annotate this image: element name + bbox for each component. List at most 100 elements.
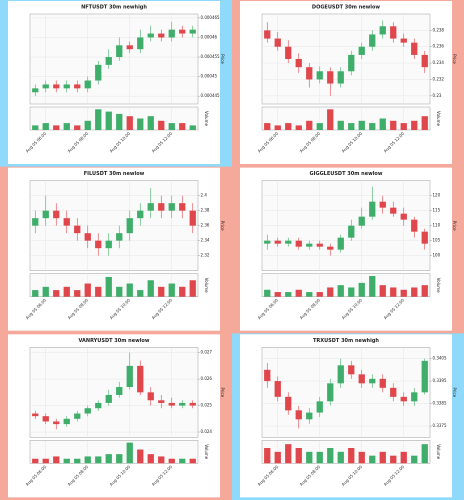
volume-bar xyxy=(411,120,418,130)
volume-bar xyxy=(348,448,355,464)
volume-bar xyxy=(168,458,175,464)
candle-body xyxy=(189,210,196,226)
volume-bar xyxy=(105,276,112,297)
candle-body xyxy=(53,421,60,425)
y-tick-label: 2.4 xyxy=(201,193,208,198)
candle-body xyxy=(327,383,334,402)
chart-title: VANRYUSDT 30m newlow xyxy=(79,338,150,344)
y-tick-label: 0.026 xyxy=(201,376,213,381)
candle-body xyxy=(390,26,397,39)
volume-bar xyxy=(306,292,313,297)
volume-bar xyxy=(189,280,196,297)
volume-bar xyxy=(63,286,70,297)
volume-bar xyxy=(105,454,112,464)
candle-body xyxy=(379,201,386,208)
candle-body xyxy=(42,84,49,89)
y-tick-label: 115 xyxy=(433,208,441,213)
candle-body xyxy=(358,46,365,55)
volume-axis-label: Volume xyxy=(436,444,441,459)
candle-body xyxy=(63,84,70,89)
volume-bar xyxy=(306,451,313,464)
candle-body xyxy=(411,392,418,402)
candle-body xyxy=(126,218,133,234)
volume-bar xyxy=(337,285,344,297)
candle-body xyxy=(274,381,281,397)
volume-bar xyxy=(264,448,271,464)
candle-body xyxy=(411,42,418,55)
volume-bar xyxy=(400,123,407,130)
y-tick-label: 100 xyxy=(433,253,441,258)
volume-bar xyxy=(158,286,165,297)
candle-body xyxy=(105,240,112,249)
y-tick-label: 110 xyxy=(433,223,441,228)
volume-bar xyxy=(369,275,376,297)
candle-body xyxy=(179,402,186,406)
y-tick-label: 0.00045 xyxy=(201,74,218,79)
candle-body xyxy=(337,237,344,250)
y-axis-label: Price xyxy=(220,387,225,397)
y-tick-label: 0.3395 xyxy=(433,378,447,383)
chart-title: DOGEUSDT 30m newlow xyxy=(312,5,381,11)
candle-body xyxy=(400,396,407,402)
y-axis-label: Price xyxy=(452,221,457,231)
volume-bar xyxy=(116,286,123,297)
y-axis-label: Price xyxy=(452,387,457,397)
volume-bar xyxy=(421,285,428,297)
volume-bar xyxy=(369,123,376,130)
y-tick-label: 0.3375 xyxy=(433,423,447,428)
candle-body xyxy=(274,38,281,47)
plot-area xyxy=(261,347,431,438)
volume-bar xyxy=(295,125,302,130)
candle-body xyxy=(348,225,355,238)
candle-body xyxy=(285,46,292,59)
volume-area xyxy=(261,273,431,297)
volume-bar xyxy=(74,125,81,130)
volume-bar xyxy=(95,109,102,130)
candle-body xyxy=(285,396,292,411)
candle-body xyxy=(42,416,49,422)
volume-area xyxy=(29,440,199,464)
volume-bar xyxy=(337,120,344,130)
volume-axis-label: Volume xyxy=(436,278,441,293)
candle-body xyxy=(74,225,81,234)
y-axis-label: Price xyxy=(220,54,225,64)
volume-bar xyxy=(358,120,365,130)
candle-body xyxy=(116,387,123,395)
volume-bar xyxy=(295,289,302,297)
volume-bar xyxy=(390,120,397,130)
candle-body xyxy=(348,365,355,375)
candle-body xyxy=(285,240,292,244)
candle-body xyxy=(421,360,428,393)
candle-body xyxy=(400,213,407,220)
candle-body xyxy=(126,45,133,50)
volume-bar xyxy=(63,123,70,130)
candle-body xyxy=(53,210,60,219)
volume-bar xyxy=(327,448,334,464)
y-tick-label: 2.32 xyxy=(201,253,210,258)
y-tick-label: 0.234 xyxy=(433,60,445,65)
volume-bar xyxy=(105,111,112,130)
volume-bar xyxy=(116,454,123,464)
y-tick-label: 2.36 xyxy=(201,223,210,228)
candle-body xyxy=(168,402,175,406)
volume-bar xyxy=(42,458,49,464)
chart-title: GIGGLEUSDT 30m newlow xyxy=(310,171,383,177)
volume-bar xyxy=(400,289,407,297)
candle-body xyxy=(158,33,165,38)
candle-body xyxy=(84,408,91,414)
y-axis-label: Price xyxy=(452,54,457,64)
candle-body xyxy=(379,26,386,35)
volume-bar xyxy=(53,456,60,464)
volume-bar xyxy=(285,292,292,297)
candle-body xyxy=(295,410,302,420)
candle-body xyxy=(105,394,112,403)
volume-bar xyxy=(390,287,397,297)
candle-body xyxy=(306,243,313,247)
y-tick-label: 0.23 xyxy=(433,93,442,98)
volume-bar xyxy=(116,113,123,130)
volume-bar xyxy=(63,458,70,464)
volume-bar xyxy=(358,451,365,464)
volume-bar xyxy=(369,455,376,464)
candle-body xyxy=(421,231,428,244)
candle-body xyxy=(411,219,418,232)
